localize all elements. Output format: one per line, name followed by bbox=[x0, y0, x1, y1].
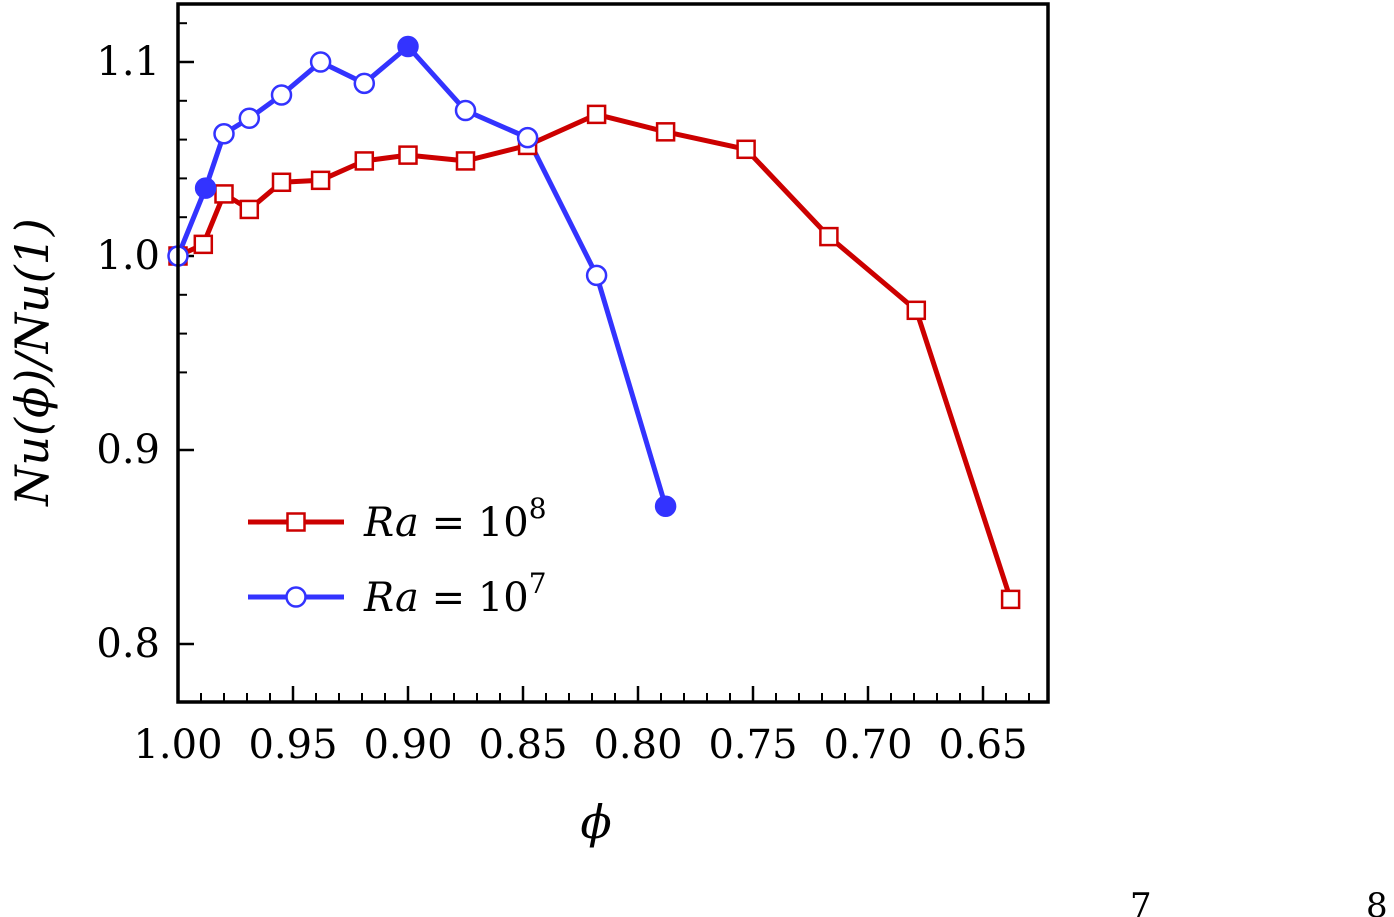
series-1-point bbox=[819, 226, 839, 247]
y-tick-label: 1.1 bbox=[96, 39, 160, 85]
labels-layer: 1.00 0.95 0.90 0.85 0.80 0.75 0.70 0.65 0.8 0.9 1.… bbox=[96, 39, 1027, 768]
series-2-point bbox=[353, 72, 376, 95]
series-2-point bbox=[454, 99, 477, 122]
legend-marker bbox=[286, 512, 306, 532]
series-2-point bbox=[585, 264, 608, 287]
series-2-point bbox=[397, 35, 419, 58]
series-1-point bbox=[906, 300, 927, 321]
series-1-point bbox=[271, 172, 292, 193]
series-2-point bbox=[516, 126, 539, 149]
y-tick-label: 0.9 bbox=[96, 427, 160, 473]
series-1-point bbox=[310, 170, 331, 191]
series-2-point bbox=[213, 123, 235, 145]
x-tick-label: 0.90 bbox=[363, 722, 452, 768]
series-1-point bbox=[239, 199, 260, 220]
edge-fragment-2: 8 bbox=[1366, 886, 1388, 917]
series-1-point bbox=[398, 145, 418, 165]
legend-label: Ra = 107 bbox=[363, 567, 547, 621]
legend-marker bbox=[285, 586, 307, 608]
edge-fragment-1: 7 bbox=[1130, 886, 1152, 917]
y-tick-label: 0.8 bbox=[96, 621, 160, 667]
series-1-point bbox=[354, 151, 375, 171]
series-1-point bbox=[193, 234, 214, 255]
x-tick-label: 0.85 bbox=[478, 722, 567, 768]
series-1-point bbox=[586, 104, 607, 125]
series-1-point bbox=[736, 139, 756, 160]
series-2-point bbox=[309, 51, 332, 73]
series-line-1 bbox=[176, 111, 1013, 601]
x-tick-label: 0.70 bbox=[823, 722, 912, 768]
series-2-point bbox=[270, 84, 293, 106]
y-tick-label: 1.0 bbox=[96, 233, 160, 279]
x-tick-label: 0.65 bbox=[938, 722, 1027, 768]
series-1-point bbox=[1000, 589, 1021, 610]
series-1-point bbox=[214, 184, 234, 204]
legend-label: Ra = 108 bbox=[363, 492, 547, 546]
series-1-point bbox=[655, 122, 676, 142]
x-tick-label: 0.95 bbox=[248, 722, 337, 768]
series-2-point bbox=[194, 177, 217, 199]
plot-frame bbox=[176, 2, 1050, 704]
series-2-point bbox=[238, 107, 261, 130]
x-tick-label: 0.75 bbox=[708, 722, 797, 768]
x-tick-label: 0.80 bbox=[593, 722, 682, 768]
series-1-point bbox=[455, 151, 476, 171]
legend: Ra = 108 Ra = 107 bbox=[248, 492, 547, 621]
x-tick-label: 1.00 bbox=[133, 722, 222, 768]
y-axis-title: Nu(ϕ)/Nu(1) bbox=[5, 218, 59, 507]
series-2-point bbox=[654, 495, 677, 518]
x-axis-title: ϕ bbox=[580, 795, 611, 849]
